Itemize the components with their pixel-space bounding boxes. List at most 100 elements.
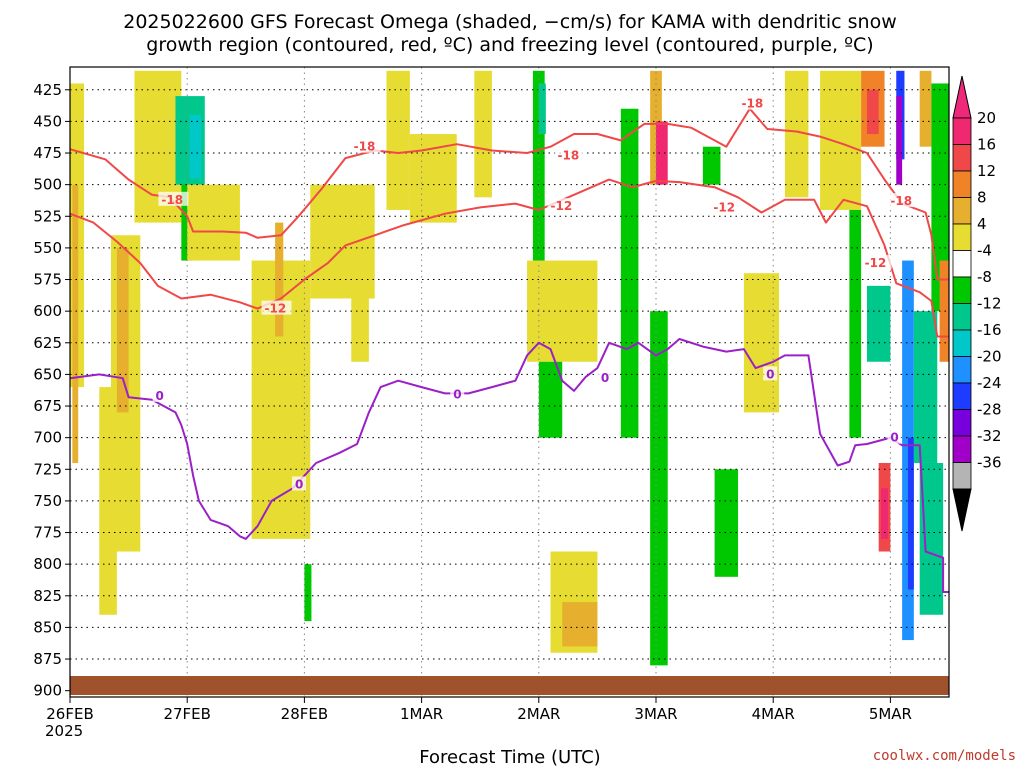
contour-label: 0 xyxy=(453,388,461,402)
colorbar-swatch xyxy=(952,462,972,490)
x-tick-label: 5MAR xyxy=(869,705,912,723)
x-tick-label: 1MAR xyxy=(400,705,443,723)
y-tick-label: 575 xyxy=(33,271,62,289)
colorbar: 20 16 12 8 4 -4 -8 -12 -16 -20 -24 -28 -32 -36 xyxy=(952,75,1002,532)
colorbar-label: -8 xyxy=(977,268,992,286)
x-tick-label: 2MAR xyxy=(517,705,560,723)
colorbar-swatch xyxy=(952,117,972,145)
contour-label: 0 xyxy=(156,389,164,403)
colorbar-swatch xyxy=(952,170,972,198)
omega-region-42 xyxy=(907,437,914,590)
omega-region-9 xyxy=(187,184,240,261)
contour-label: 0 xyxy=(766,367,774,381)
y-tick-label: 475 xyxy=(33,144,62,162)
contour-label-bg xyxy=(887,429,902,444)
y-tick-label: 625 xyxy=(33,334,62,352)
omega-region-45 xyxy=(931,83,949,312)
y-tick-label: 550 xyxy=(33,239,62,257)
omega-region-47 xyxy=(939,260,949,362)
contour-label-bg xyxy=(861,255,892,270)
y-tick-label: 425 xyxy=(33,81,62,99)
omega-region-12 xyxy=(304,564,312,622)
contour-line-3 xyxy=(70,338,949,593)
contour-label-bg xyxy=(887,193,918,208)
colorbar-top-arrow xyxy=(952,75,972,119)
contour-line-2 xyxy=(70,107,949,281)
colorbar-label: 20 xyxy=(977,109,996,127)
title-line-1: 2025022600 GFS Forecast Omega (shaded, −… xyxy=(123,11,897,33)
omega-region-30 xyxy=(743,273,780,413)
omega-region-46 xyxy=(919,462,944,615)
contour-label: -18 xyxy=(354,140,376,154)
colorbar-swatch xyxy=(952,435,972,463)
colorbar-label: -28 xyxy=(977,401,1002,419)
omega-region-26 xyxy=(620,108,639,438)
colorbar-label: -24 xyxy=(977,374,1002,392)
contour-label-bg xyxy=(292,476,307,491)
omega-region-14 xyxy=(351,298,369,362)
colorbar-bottom-arrow xyxy=(952,488,972,532)
omega-region-19 xyxy=(538,83,546,135)
omega-region-21 xyxy=(538,361,563,438)
y-tick-label: 650 xyxy=(33,365,62,383)
omega-region-27 xyxy=(650,311,668,666)
y-tick-label: 750 xyxy=(33,492,62,510)
colorbar-label: -32 xyxy=(977,427,1002,445)
omega-region-8 xyxy=(189,115,202,179)
omega-region-23 xyxy=(562,602,598,647)
y-tick-label: 600 xyxy=(33,302,62,320)
colorbar-swatch xyxy=(952,144,972,172)
omega-region-4 xyxy=(116,247,129,413)
omega-region-31 xyxy=(784,70,809,198)
colorbar-swatch xyxy=(952,223,972,251)
colorbar-label: -12 xyxy=(977,295,1002,313)
contour-label-bg xyxy=(152,387,167,402)
colorbar-label: -16 xyxy=(977,321,1002,339)
colorbar-label: 12 xyxy=(977,162,996,180)
contour-label: -12 xyxy=(551,199,573,213)
contour-label-bg xyxy=(597,370,612,385)
contour-label: -18 xyxy=(890,194,912,208)
omega-region-40 xyxy=(896,96,903,185)
omega-region-29 xyxy=(714,469,739,577)
colorbar-label: 16 xyxy=(977,136,996,154)
y-tick-label: 700 xyxy=(33,429,62,447)
colorbar-swatch xyxy=(952,303,972,331)
omega-region-35 xyxy=(866,89,879,135)
contour-label-bg xyxy=(450,386,465,401)
x-axis: 26FEB 27FEB 28FEB 1MAR 2MAR 3MAR 4MAR 5MAR xyxy=(46,697,912,723)
contour-label-bg xyxy=(261,300,292,315)
colorbar-swatch xyxy=(952,409,972,437)
colorbar-swatch xyxy=(952,329,972,357)
x-tick-label: 4MAR xyxy=(752,705,795,723)
y-tick-label: 500 xyxy=(33,176,62,194)
y-tick-label: 450 xyxy=(33,112,62,130)
colorbar-swatch xyxy=(952,276,972,304)
omega-region-1 xyxy=(72,184,79,463)
y-tick-label: 900 xyxy=(33,682,62,700)
contour-label-bg xyxy=(158,191,189,206)
colorbar-swatch xyxy=(952,382,972,410)
contour-label: 0 xyxy=(601,371,609,385)
colorbar-swatch xyxy=(952,250,972,278)
y-tick-label: 875 xyxy=(33,650,62,668)
contour-label: -12 xyxy=(865,256,887,270)
colorbar-label: -4 xyxy=(977,242,992,260)
x-axis-title: Forecast Time (UTC) xyxy=(419,747,600,768)
contour-label-bg xyxy=(738,95,769,110)
contour-label-bg xyxy=(763,366,778,381)
contour-label: -18 xyxy=(161,193,183,207)
omega-region-44 xyxy=(919,70,932,147)
contour-label: 0 xyxy=(295,477,303,491)
y-tick-label: 850 xyxy=(33,618,62,636)
omega-region-32 xyxy=(820,70,862,210)
contour-label: 0 xyxy=(890,431,898,445)
x-year-label: 2025 xyxy=(45,722,83,740)
contour-label-bg xyxy=(554,147,585,162)
grid-lines xyxy=(70,67,949,697)
x-tick-label: 27FEB xyxy=(163,705,210,723)
contour-label: -18 xyxy=(742,97,764,111)
omega-region-18 xyxy=(532,70,545,261)
x-tick-label: 28FEB xyxy=(281,705,328,723)
